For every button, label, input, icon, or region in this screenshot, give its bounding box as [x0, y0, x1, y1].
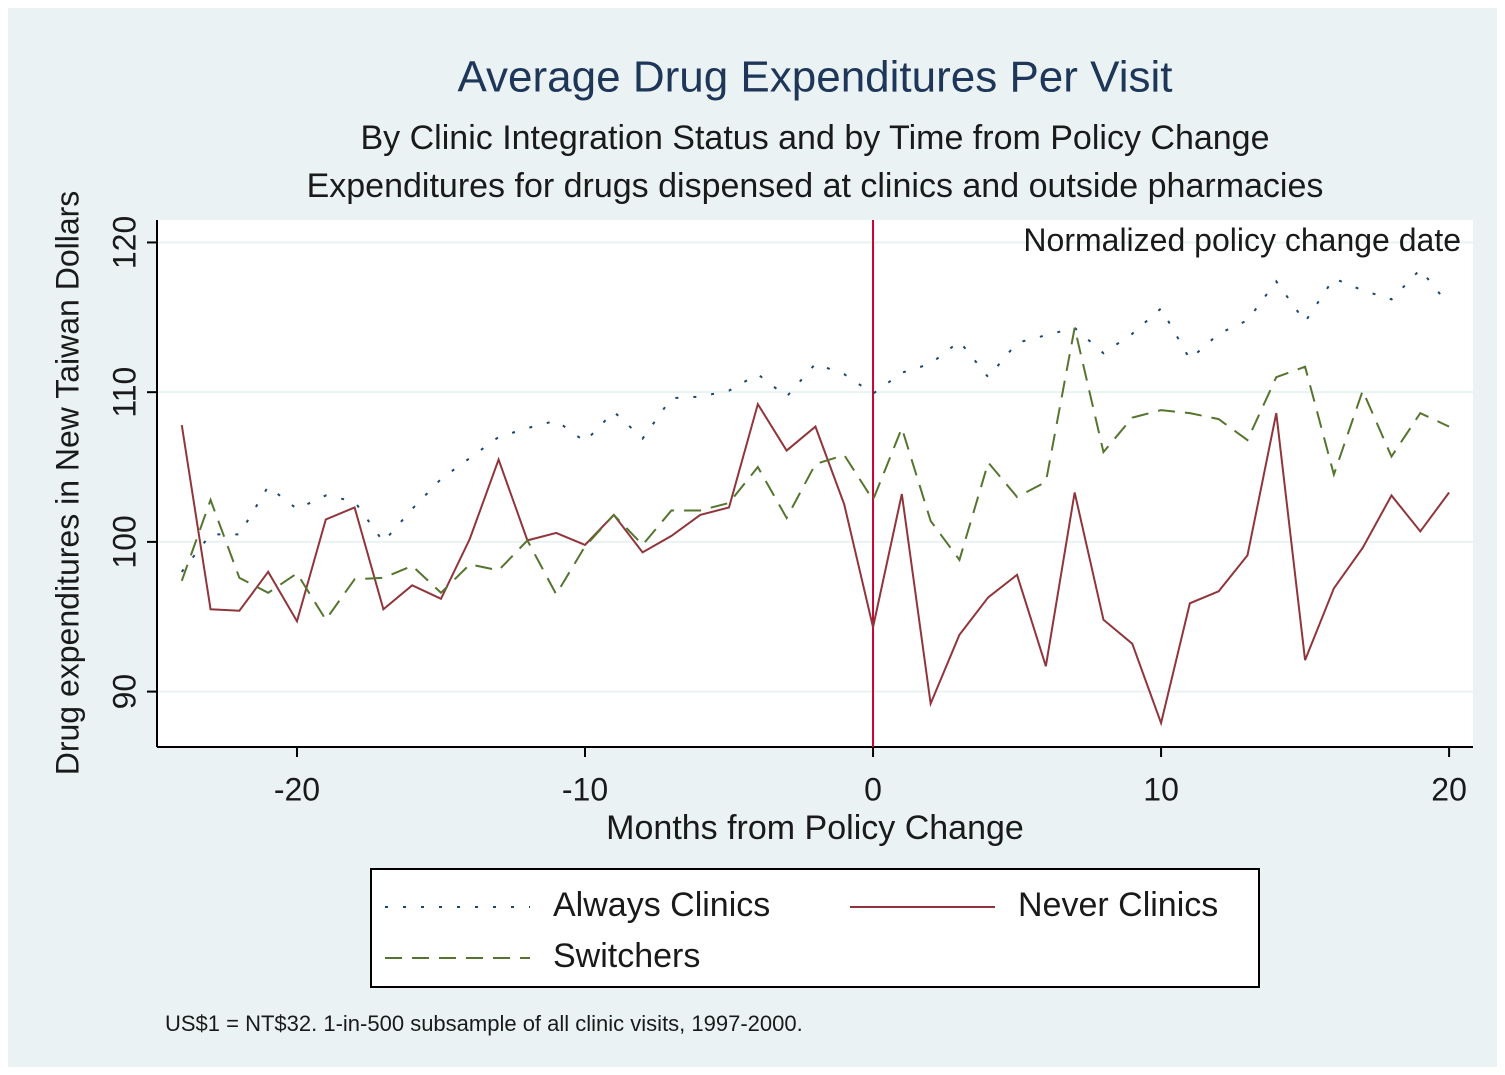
legend-box [370, 868, 1260, 988]
y-tick-label: 90 [106, 674, 142, 710]
series-line [180, 327, 1450, 622]
legend-label: Never Clinics [1018, 886, 1218, 924]
x-tick-label: 0 [864, 771, 882, 807]
y-tick-label: 100 [106, 515, 142, 568]
legend-label: Switchers [553, 937, 700, 975]
y-tick-label: 120 [106, 216, 142, 269]
chart-subtitle: Expenditures for drugs dispensed at clin… [307, 167, 1324, 205]
x-tick-label: 10 [1143, 771, 1179, 807]
annotation: Normalized policy change date [1023, 222, 1461, 258]
series-line [180, 401, 1450, 727]
x-axis-label: Months from Policy Change [606, 809, 1024, 847]
x-tick-label: 20 [1431, 771, 1467, 807]
y-axis-label: Drug expenditures in New Taiwan Dollars [49, 191, 85, 776]
x-tick-label: -10 [562, 771, 608, 807]
plot-area [157, 220, 1473, 747]
chart-title: Average Drug Expenditures Per Visit [458, 53, 1173, 102]
legend-label: Always Clinics [553, 886, 770, 924]
note: US$1 = NT$32. 1-in-500 subsample of all … [165, 1011, 803, 1036]
chart-subtitle: By Clinic Integration Status and by Time… [361, 119, 1270, 157]
y-tick-label: 110 [106, 367, 142, 418]
x-tick-label: -20 [274, 771, 320, 807]
